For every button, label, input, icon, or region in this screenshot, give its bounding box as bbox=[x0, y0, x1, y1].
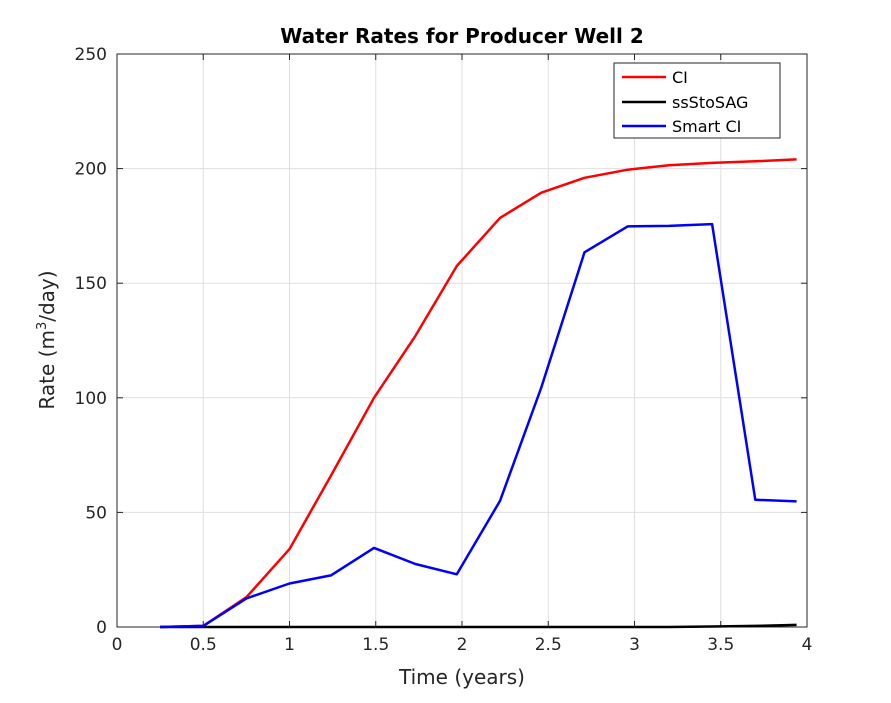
series-line-smart-ci bbox=[160, 222, 797, 629]
legend: CI ssStoSAG Smart CI bbox=[613, 62, 781, 139]
x-tick-label: 3.5 bbox=[707, 635, 734, 655]
series-line-ci bbox=[160, 158, 797, 629]
y-axis-title-suffix: /day) bbox=[35, 270, 59, 321]
axis-ticks: 0 0.5 1 1.5 2 2.5 3 3.5 4 0 50 100 150 200 250 bbox=[75, 45, 813, 655]
x-axis-title: Time (years) bbox=[398, 665, 525, 689]
y-tick-label: 0 bbox=[96, 618, 107, 638]
y-tick-label: 50 bbox=[85, 503, 107, 523]
grid-lines bbox=[117, 54, 807, 627]
y-tick-label: 250 bbox=[75, 45, 107, 65]
y-tick-label: 200 bbox=[75, 160, 107, 180]
legend-label-ssstosag: ssStoSAG bbox=[672, 93, 748, 112]
x-tick-label: 2 bbox=[457, 635, 468, 655]
data-series bbox=[160, 158, 797, 629]
x-tick-label: 4 bbox=[802, 635, 813, 655]
y-axis-title: Rate (m3/day) bbox=[35, 270, 59, 409]
legend-label-smart-ci: Smart CI bbox=[672, 117, 741, 136]
chart-title: Water Rates for Producer Well 2 bbox=[280, 24, 644, 48]
x-tick-label: 0 bbox=[112, 635, 123, 655]
x-tick-label: 1.5 bbox=[362, 635, 389, 655]
x-tick-label: 0.5 bbox=[190, 635, 217, 655]
y-axis-title-prefix: Rate (m bbox=[35, 330, 59, 410]
x-tick-label: 1 bbox=[284, 635, 295, 655]
y-axis-title-superscript: 3 bbox=[35, 322, 50, 330]
legend-label-ci: CI bbox=[672, 68, 688, 87]
y-tick-label: 150 bbox=[75, 274, 107, 294]
series-line-ssstosag bbox=[160, 623, 797, 629]
x-tick-label: 2.5 bbox=[535, 635, 562, 655]
y-tick-label: 100 bbox=[75, 389, 107, 409]
x-tick-label: 3 bbox=[629, 635, 640, 655]
